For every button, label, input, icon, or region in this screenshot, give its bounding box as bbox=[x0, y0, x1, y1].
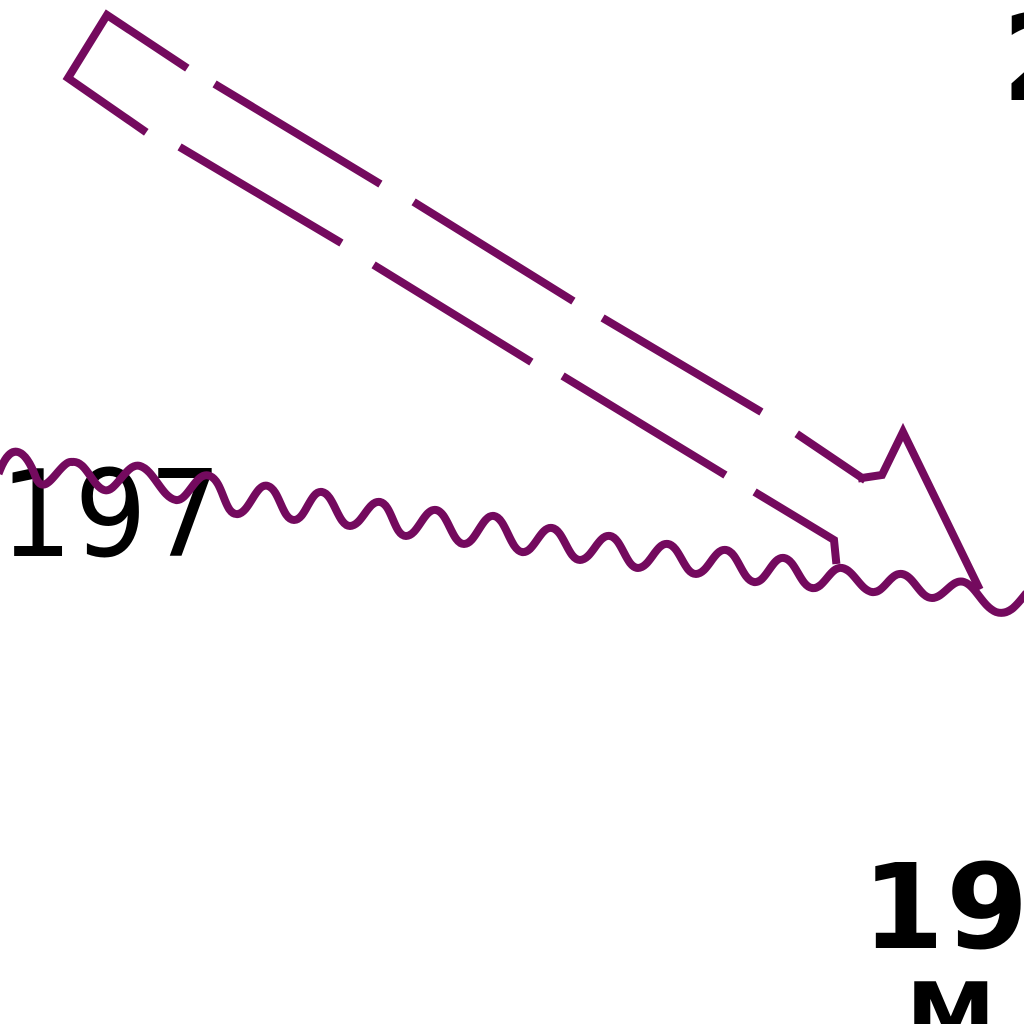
top-right-number-fragment: 2 bbox=[1002, 0, 1024, 120]
wavy-line bbox=[0, 447, 1024, 617]
double-shaft-arrow-icon bbox=[62, 9, 984, 592]
bottom-text-fragment: M bbox=[906, 964, 998, 1024]
arrow-tail bbox=[62, 9, 190, 136]
arrow-head bbox=[857, 422, 984, 592]
arrow-upper-shaft bbox=[212, 80, 868, 484]
arrow-lower-shaft bbox=[177, 143, 841, 565]
number-label-190: 190 bbox=[862, 838, 1024, 976]
